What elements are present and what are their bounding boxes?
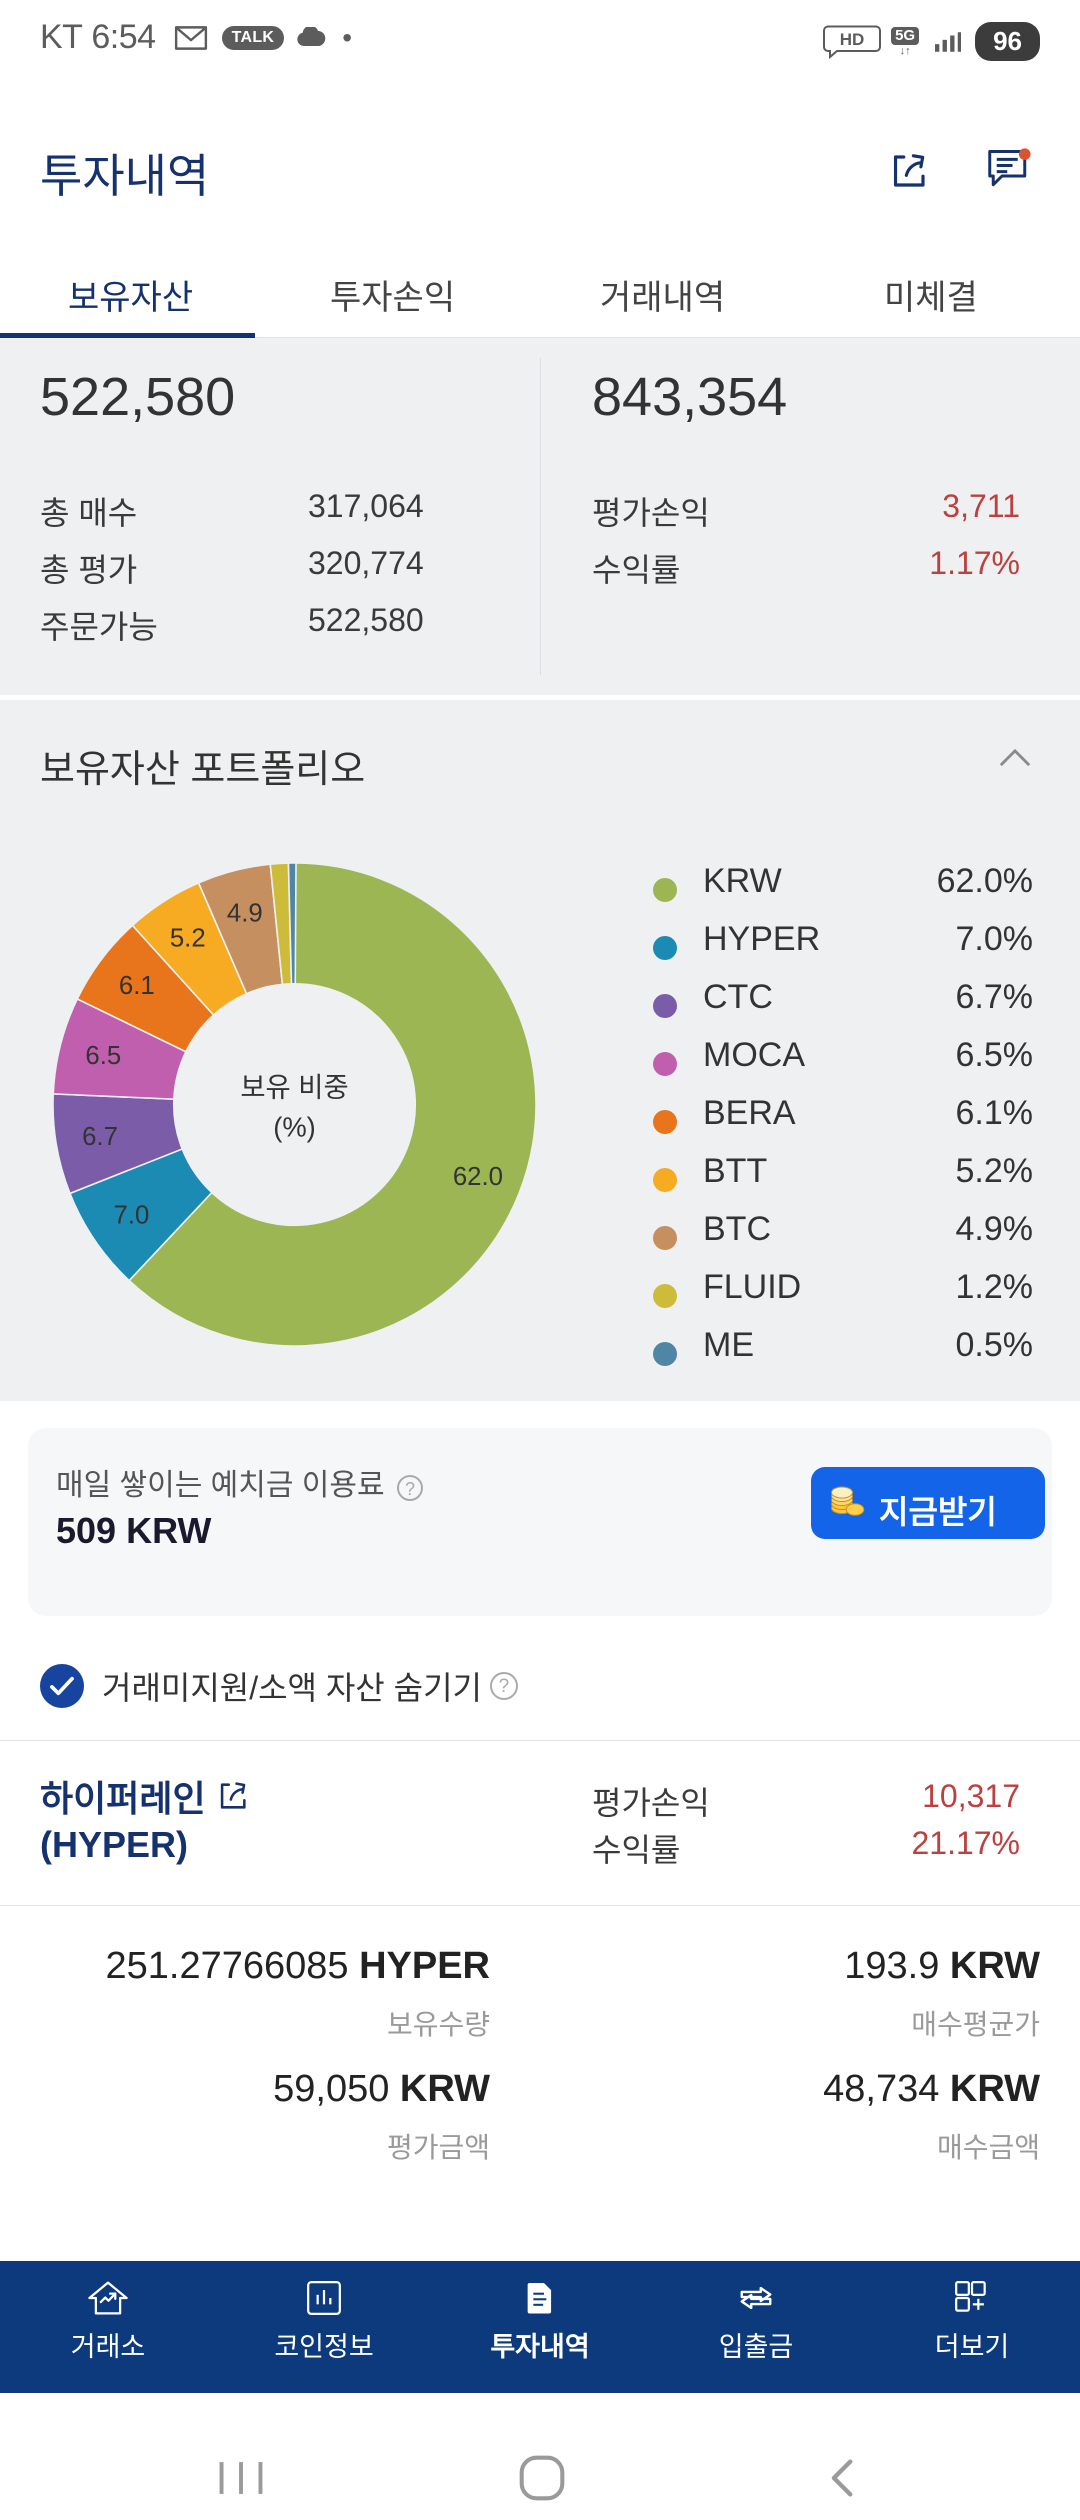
svg-text:(%): (%) bbox=[273, 1112, 316, 1143]
svg-text:보유 비중: 보유 비중 bbox=[240, 1071, 348, 1102]
svg-text:7.0: 7.0 bbox=[114, 1201, 150, 1229]
svg-text:6.5: 6.5 bbox=[85, 1042, 121, 1070]
svg-text:6.1: 6.1 bbox=[119, 972, 155, 1000]
svg-text:62.0: 62.0 bbox=[453, 1163, 503, 1191]
svg-text:4.9: 4.9 bbox=[227, 900, 263, 928]
svg-text:6.7: 6.7 bbox=[82, 1123, 118, 1151]
svg-text:5.2: 5.2 bbox=[170, 925, 206, 953]
svg-text:HD: HD bbox=[840, 30, 865, 49]
